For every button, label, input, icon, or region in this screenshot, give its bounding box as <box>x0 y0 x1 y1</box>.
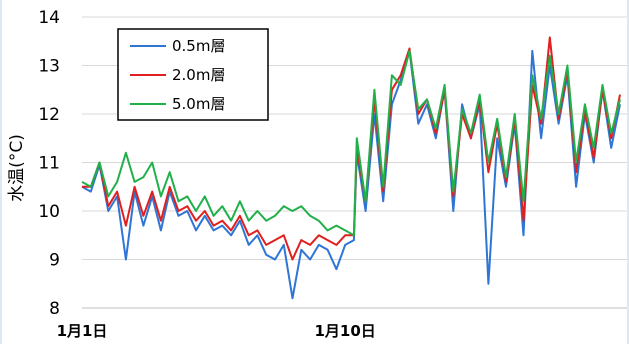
x-tick-label: 1月10日 <box>314 322 375 340</box>
x-tick-labels: 1月1日 1月10日 <box>57 322 376 340</box>
y-tick-label: 8 <box>49 299 60 319</box>
legend-label: 0.5m層 <box>172 37 225 55</box>
legend-label: 2.0m層 <box>172 66 225 84</box>
legend: 0.5m層 2.0m層 5.0m層 <box>117 28 269 121</box>
legend-label: 5.0m層 <box>172 95 225 113</box>
y-tick-label: 12 <box>38 105 60 125</box>
y-tick-label: 9 <box>49 251 60 271</box>
y-tick-label: 11 <box>38 154 60 174</box>
y-tick-label: 13 <box>38 57 60 77</box>
y-tick-label: 10 <box>38 202 60 222</box>
y-tick-label: 14 <box>38 8 60 28</box>
y-axis-label: 水温(°C) <box>7 134 27 202</box>
series-line-2 <box>81 49 621 237</box>
x-tick-label: 1月1日 <box>57 322 108 340</box>
y-tick-labels: 8 9 10 11 12 13 14 <box>38 8 60 319</box>
series-lines <box>81 36 621 300</box>
